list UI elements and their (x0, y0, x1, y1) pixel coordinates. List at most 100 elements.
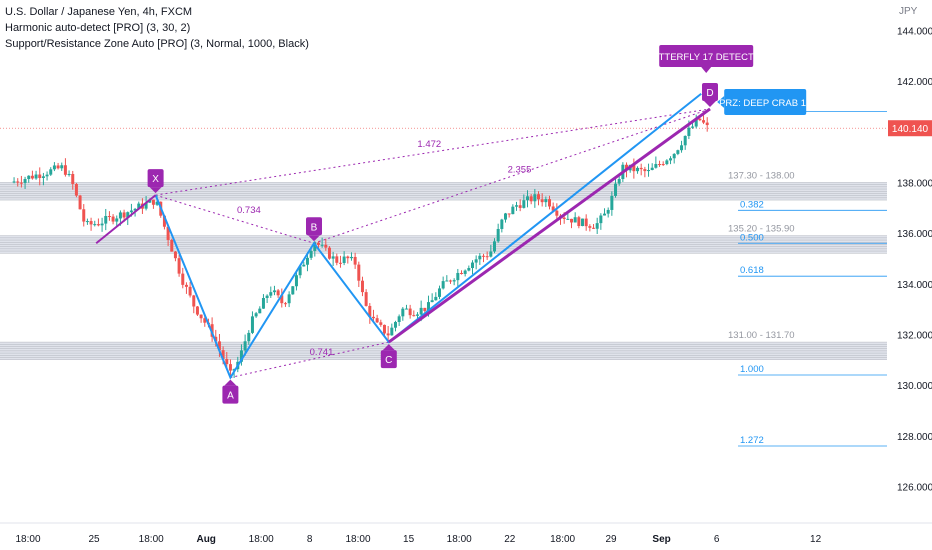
symbol-title[interactable]: U.S. Dollar / Japanese Yen, 4h, FXCM (5, 6, 193, 18)
candle-body (166, 226, 170, 240)
candle-body (507, 213, 511, 215)
candle-body (313, 242, 317, 251)
candle-body (52, 165, 56, 170)
zone-label: 137.30 - 138.00 (728, 170, 795, 181)
candle-body (603, 213, 607, 216)
pattern-cd-leg (387, 107, 711, 344)
candle-body (566, 218, 570, 220)
candle-body (636, 167, 640, 172)
candle-body (573, 217, 577, 223)
candle-body (658, 164, 662, 166)
candle-body (155, 201, 159, 205)
candle-body (617, 179, 621, 184)
indicator-harmonic[interactable]: Harmonic auto-detect [PRO] (3, 30, 2) (5, 22, 191, 34)
candle-body (445, 280, 449, 282)
candle-body (199, 314, 203, 319)
candle-body (305, 257, 309, 265)
candle-body (357, 264, 361, 281)
candle-body (27, 175, 31, 180)
candle-body (386, 333, 390, 336)
candle-body (500, 219, 504, 229)
candle-body (23, 179, 27, 184)
candle-body (56, 165, 60, 169)
candle-body (581, 218, 585, 227)
price-tick-label: 132.000 (897, 330, 932, 341)
price-axis[interactable]: 126.000 128.000 130.000 132.000 134.000 136.0… (888, 26, 932, 494)
candle-body (698, 118, 702, 121)
indicator-sr-zone[interactable]: Support/Resistance Zone Auto [PRO] (3, N… (5, 38, 309, 50)
time-tick-label: 18:00 (249, 534, 274, 545)
butterfly-detected-callout: BUTTERFLY 17 DETECTED (645, 45, 767, 73)
candle-body (247, 332, 251, 342)
zone-label: 135.20 - 135.90 (728, 224, 795, 235)
candle-body (203, 318, 207, 323)
candle-body (647, 169, 651, 172)
time-tick-label: 25 (88, 534, 100, 545)
candle-body (181, 273, 185, 285)
candle-body (694, 118, 698, 127)
price-tick-label: 126.000 (897, 483, 932, 494)
candle-body (93, 224, 97, 226)
candle-body (415, 314, 419, 316)
last-price-badge (888, 120, 932, 137)
candle-body (338, 262, 342, 264)
candle-body (610, 195, 614, 210)
zone-label: 131.00 - 131.70 (728, 330, 795, 341)
price-tick-label: 128.000 (897, 432, 932, 443)
callout-pointer (701, 67, 712, 73)
candle-body (592, 227, 596, 229)
candle-body (570, 218, 574, 223)
time-tick-label: 15 (403, 534, 415, 545)
candle-body (71, 173, 75, 184)
candle-body (320, 244, 324, 246)
callout-text: BUTTERFLY 17 DETECTED (645, 52, 767, 63)
candle-body (661, 164, 665, 166)
candle-body (382, 324, 386, 334)
candle-body (614, 183, 618, 196)
candle-body (243, 341, 247, 351)
candle-body (456, 272, 460, 281)
fib-label: 0.618 (740, 265, 764, 276)
candle-body (133, 208, 137, 211)
candle-body (104, 216, 108, 224)
time-tick-label: 29 (605, 534, 617, 545)
candle-body (595, 223, 599, 229)
candle-body (170, 239, 174, 252)
label-box (147, 169, 164, 188)
candle-body (393, 321, 397, 328)
candle-body (302, 264, 306, 267)
label-pointer (308, 235, 320, 242)
time-tick-label: 18:00 (345, 534, 370, 545)
candle-body (448, 280, 452, 282)
candle-body (515, 205, 519, 207)
candle-body (669, 158, 673, 161)
time-tick-label: 18:00 (550, 534, 575, 545)
ratio-label: 1.472 (417, 139, 441, 150)
label-text: A (227, 391, 234, 402)
candle-body (188, 286, 192, 296)
candle-body (452, 280, 456, 282)
candle-body (511, 206, 515, 215)
label-box (306, 217, 322, 236)
candle-body (349, 256, 353, 259)
candle-body (126, 212, 130, 218)
pattern-callouts: BUTTERFLY 17 DETECTED PRZ: DEEP CRAB 17 (645, 45, 811, 115)
candle-body (287, 294, 291, 304)
fib-label: 0.500 (740, 232, 764, 243)
callout-pointer (717, 96, 725, 108)
time-axis[interactable]: 18:00 25 18:00 Aug 18:00 8 18:00 15 18:00 22 18:00… (0, 522, 932, 545)
last-price-label: 140.140 (892, 124, 929, 135)
candle-body (225, 358, 229, 365)
bd-ratio-line (313, 108, 711, 244)
pattern-point-c: C (380, 344, 397, 369)
candle-body (41, 176, 45, 178)
candle-body (360, 280, 364, 293)
label-text: X (152, 174, 159, 185)
candle-body (650, 167, 654, 170)
fib-label: 0.382 (740, 199, 764, 210)
candle-body (379, 322, 383, 325)
candle-body (335, 256, 339, 263)
candle-body (63, 165, 67, 175)
candle-body (529, 196, 533, 202)
